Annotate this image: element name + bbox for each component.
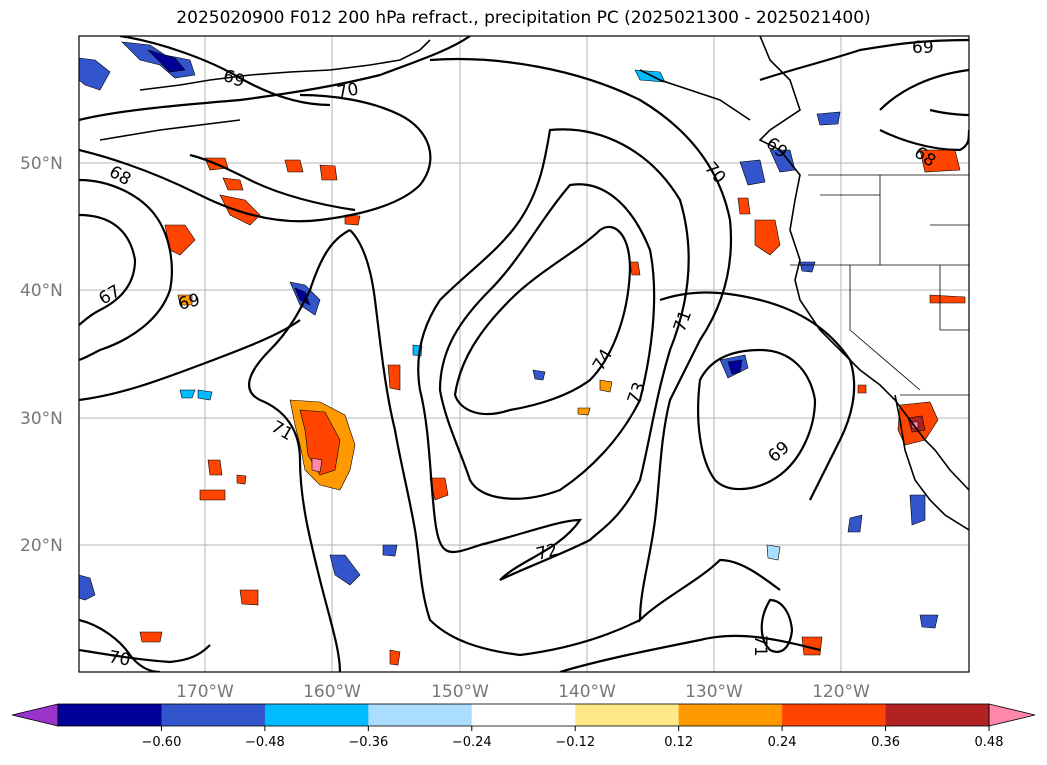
longitude-labels: 170°W 160°W 150°W 140°W 130°W 120°W — [176, 682, 870, 702]
colorbar-segment — [471, 704, 576, 726]
colorbar-tick-label: −0.12 — [555, 735, 595, 750]
svg-text:170°W: 170°W — [176, 682, 234, 702]
precipitation-anomaly-shading — [79, 41, 966, 666]
colorbar-segment — [58, 704, 162, 726]
colorbar-extend-high — [988, 703, 1036, 727]
graticule — [79, 36, 969, 672]
colorbar-tick-label: 0.48 — [975, 735, 1004, 750]
svg-text:71: 71 — [750, 635, 770, 657]
svg-text:20°N: 20°N — [20, 536, 63, 556]
colorbar-segment — [782, 704, 887, 726]
svg-text:70: 70 — [107, 647, 132, 670]
political-borders — [790, 174, 969, 396]
colorbar-extend-low — [11, 703, 59, 727]
colorbar-segment — [264, 704, 369, 726]
svg-text:30°N: 30°N — [20, 409, 63, 429]
colorbar-segment — [368, 704, 473, 726]
latitude-labels: 50°N 40°N 30°N 20°N — [20, 154, 63, 556]
svg-text:150°W: 150°W — [431, 682, 489, 702]
refractivity-contours — [79, 36, 969, 672]
colorbar — [11, 703, 1036, 727]
colorbar-tick-label: −0.48 — [245, 735, 285, 750]
colorbar-segment — [575, 704, 680, 726]
svg-text:140°W: 140°W — [558, 682, 616, 702]
svg-text:120°W: 120°W — [812, 682, 870, 702]
colorbar-tick-label: −0.36 — [348, 735, 388, 750]
svg-text:40°N: 40°N — [20, 281, 63, 301]
svg-text:70: 70 — [335, 79, 360, 102]
colorbar-tick-label: 0.12 — [664, 735, 693, 750]
colorbar-tick-label: −0.60 — [142, 735, 182, 750]
colorbar-tick-label: 0.36 — [871, 735, 900, 750]
colorbar-tick-label: −0.24 — [452, 735, 492, 750]
colorbar-segment — [678, 704, 783, 726]
colorbar-tick-labels: −0.60 −0.48 −0.36 −0.24 −0.12 0.12 0.24 0.36 0.4… — [142, 726, 1004, 750]
map-border — [78, 35, 970, 673]
colorbar-segment — [161, 704, 266, 726]
svg-text:130°W: 130°W — [685, 682, 743, 702]
map-title: 2025020900 F012 200 hPa refract., precip… — [176, 8, 871, 28]
map-plot-area — [79, 36, 969, 672]
svg-text:69: 69 — [912, 38, 934, 58]
colorbar-segment — [885, 704, 990, 726]
svg-text:160°W: 160°W — [303, 682, 361, 702]
colorbar-frame — [57, 703, 990, 727]
svg-text:50°N: 50°N — [20, 154, 63, 174]
colorbar-tick-label: 0.24 — [768, 735, 797, 750]
coastlines — [99, 36, 969, 531]
